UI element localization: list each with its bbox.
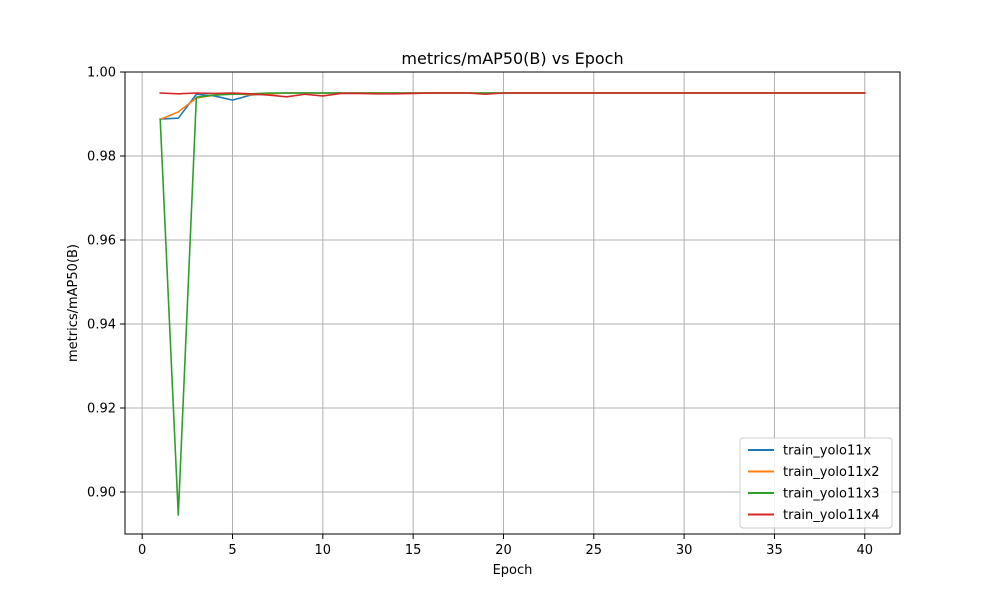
- legend-box: [739, 437, 893, 529]
- x-tick-label: 15: [405, 543, 422, 558]
- x-axis-label: Epoch: [493, 563, 533, 578]
- y-tick-label: 1.00: [87, 66, 116, 81]
- x-tick-label: 10: [315, 543, 332, 558]
- x-tick-label: 35: [766, 543, 783, 558]
- y-tick-label: 0.94: [87, 318, 116, 333]
- x-axis-ticks: 0 5 10 15 20 25 30 35 40: [138, 534, 873, 558]
- x-tick-label: 25: [586, 543, 603, 558]
- x-tick-label: 0: [138, 543, 146, 558]
- legend: train_yolo11x train_yolo11x2 train_yolo11x…: [739, 437, 893, 529]
- plot-frame: [124, 71, 901, 535]
- series-lines: [159, 92, 866, 516]
- x-tick-label: 5: [228, 543, 236, 558]
- x-tick-label: 40: [856, 543, 873, 558]
- y-tick-label: 0.92: [87, 402, 116, 417]
- series-line-4: [159, 92, 866, 98]
- y-axis-ticks: 0.90 0.92 0.94 0.96 0.98 1.00: [87, 66, 125, 501]
- legend-label: train_yolo11x2: [783, 465, 879, 480]
- legend-label: train_yolo11x4: [783, 508, 879, 523]
- chart-title: metrics/mAP50(B) vs Epoch: [401, 49, 623, 68]
- y-tick-label: 0.90: [87, 486, 116, 501]
- y-tick-label: 0.96: [87, 234, 116, 249]
- y-axis-label: metrics/mAP50(B): [66, 244, 81, 362]
- y-tick-label: 0.98: [87, 150, 116, 165]
- x-tick-label: 20: [495, 543, 512, 558]
- x-tick-label: 30: [676, 543, 693, 558]
- legend-label: train_yolo11x3: [783, 487, 879, 502]
- legend-label: train_yolo11x: [783, 444, 872, 459]
